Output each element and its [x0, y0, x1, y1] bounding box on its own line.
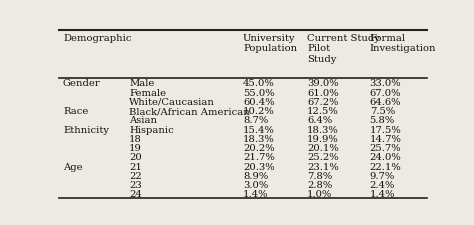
Text: White/Caucasian: White/Caucasian: [129, 97, 215, 106]
Text: 2.4%: 2.4%: [370, 180, 395, 189]
Text: 18.3%: 18.3%: [243, 134, 274, 143]
Text: 60.4%: 60.4%: [243, 97, 274, 106]
Text: Age: Age: [63, 162, 82, 171]
Text: 67.0%: 67.0%: [370, 88, 401, 97]
Text: Gender: Gender: [63, 79, 100, 88]
Text: 2.8%: 2.8%: [307, 180, 332, 189]
Text: 1.4%: 1.4%: [370, 189, 395, 198]
Text: 7.5%: 7.5%: [370, 107, 395, 116]
Text: Ethnicity: Ethnicity: [63, 125, 109, 134]
Text: 23: 23: [129, 180, 142, 189]
Text: Asian: Asian: [129, 116, 157, 125]
Text: Race: Race: [63, 107, 88, 116]
Text: 5.8%: 5.8%: [370, 116, 395, 125]
Text: 15.4%: 15.4%: [243, 125, 275, 134]
Text: University
Population: University Population: [243, 34, 297, 53]
Text: 1.0%: 1.0%: [307, 189, 333, 198]
Text: 20.2%: 20.2%: [243, 144, 274, 152]
Text: Black/African American: Black/African American: [129, 107, 250, 116]
Text: 14.7%: 14.7%: [370, 134, 401, 143]
Text: 20.3%: 20.3%: [243, 162, 274, 171]
Text: 22: 22: [129, 171, 142, 180]
Text: 8.9%: 8.9%: [243, 171, 268, 180]
Text: 3.0%: 3.0%: [243, 180, 268, 189]
Text: 25.2%: 25.2%: [307, 153, 339, 162]
Text: 25.7%: 25.7%: [370, 144, 401, 152]
Text: 23.1%: 23.1%: [307, 162, 339, 171]
Text: 33.0%: 33.0%: [370, 79, 401, 88]
Text: Hispanic: Hispanic: [129, 125, 174, 134]
Text: 55.0%: 55.0%: [243, 88, 274, 97]
Text: 10.2%: 10.2%: [243, 107, 274, 116]
Text: 21: 21: [129, 162, 142, 171]
Text: 39.0%: 39.0%: [307, 79, 339, 88]
Text: 61.0%: 61.0%: [307, 88, 339, 97]
Text: 12.5%: 12.5%: [307, 107, 339, 116]
Text: 19.9%: 19.9%: [307, 134, 339, 143]
Text: 18.3%: 18.3%: [307, 125, 339, 134]
Text: 21.7%: 21.7%: [243, 153, 274, 162]
Text: 19: 19: [129, 144, 142, 152]
Text: 22.1%: 22.1%: [370, 162, 401, 171]
Text: 20.1%: 20.1%: [307, 144, 339, 152]
Text: 24.0%: 24.0%: [370, 153, 401, 162]
Text: Male: Male: [129, 79, 155, 88]
Text: Female: Female: [129, 88, 166, 97]
Text: 1.4%: 1.4%: [243, 189, 268, 198]
Text: 18: 18: [129, 134, 142, 143]
Text: 7.8%: 7.8%: [307, 171, 332, 180]
Text: Current Study
Pilot
Study: Current Study Pilot Study: [307, 34, 380, 64]
Text: 20: 20: [129, 153, 142, 162]
Text: 24: 24: [129, 189, 142, 198]
Text: 6.4%: 6.4%: [307, 116, 332, 125]
Text: 8.7%: 8.7%: [243, 116, 268, 125]
Text: Demographic: Demographic: [63, 34, 131, 43]
Text: Formal
Investigation: Formal Investigation: [370, 34, 436, 53]
Text: 17.5%: 17.5%: [370, 125, 401, 134]
Text: 45.0%: 45.0%: [243, 79, 274, 88]
Text: 9.7%: 9.7%: [370, 171, 395, 180]
Text: 67.2%: 67.2%: [307, 97, 339, 106]
Text: 64.6%: 64.6%: [370, 97, 401, 106]
